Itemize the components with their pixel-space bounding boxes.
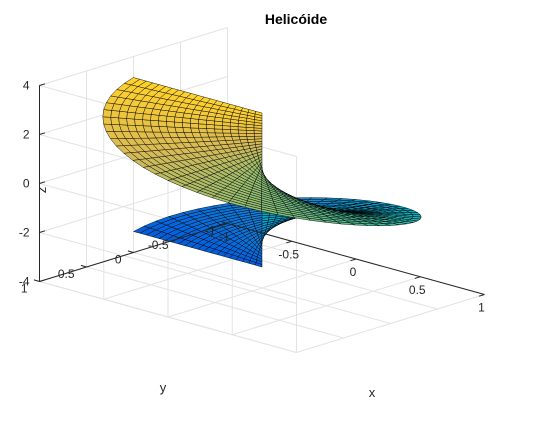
surface-patch (174, 122, 182, 128)
z-tick-label: 2 (23, 128, 30, 142)
surface-patch (230, 130, 238, 134)
z-tick-mark (40, 133, 46, 135)
surface-patch (119, 111, 128, 118)
surface-patch (183, 128, 192, 133)
x-tick-label: 1 (478, 301, 485, 315)
surface-patch (151, 115, 160, 121)
z-tick-mark (40, 231, 46, 233)
y-tick-label: -0.5 (148, 238, 169, 252)
chart-title: Helicóide (265, 11, 327, 27)
z-tick-mark (40, 182, 46, 184)
surface-patch (254, 133, 262, 136)
surface-patch (231, 133, 240, 137)
surface-patch (191, 128, 200, 133)
surface-patch (224, 137, 233, 141)
x-tick-mark (351, 259, 357, 261)
y-tick-label: 0 (115, 253, 122, 267)
surface-patch (135, 119, 144, 126)
surface-patch (246, 133, 254, 136)
surface-patch (127, 119, 136, 126)
surface-patch (103, 117, 112, 125)
x-tick-label: 0 (350, 265, 357, 279)
x-axis-label: x (369, 385, 376, 400)
y-axis-label: y (160, 380, 167, 395)
surface-patch (103, 110, 112, 118)
surface-patch (215, 129, 224, 133)
surface-patch (239, 133, 247, 136)
surface-patch (199, 128, 208, 133)
surface-patch (198, 124, 206, 129)
surface-patch (262, 213, 270, 216)
z-tick-label: 0 (23, 177, 30, 191)
y-tick-mark (34, 280, 40, 282)
surface-patch (127, 112, 136, 119)
z-tick-label: -2 (19, 226, 30, 240)
z-tick-mark (40, 84, 46, 86)
y-tick-mark (81, 265, 87, 267)
x-tick-mark (479, 295, 485, 297)
surface-patch (143, 120, 152, 126)
z-tick-label: -4 (19, 275, 30, 289)
surface-patch (223, 133, 232, 137)
surface-patch (111, 110, 120, 118)
surface-patch (143, 114, 152, 121)
surface-patch (215, 133, 224, 137)
surface-patch (167, 121, 175, 127)
surface-patch (239, 136, 247, 139)
y-tick-label: 0.5 (58, 267, 75, 281)
surface-patch (182, 123, 190, 128)
surface-patch (135, 113, 144, 120)
surface-patch (119, 118, 128, 125)
surface-patch (159, 121, 168, 127)
z-tick-mark (40, 280, 46, 282)
y-tick-mark (128, 251, 134, 253)
x-tick-label: 0.5 (409, 283, 426, 297)
x-tick-label: -0.5 (278, 247, 299, 261)
surface-patch (233, 140, 241, 144)
surface-patch (159, 115, 168, 121)
grid-line (87, 267, 344, 338)
surface-patch (207, 129, 216, 133)
x-tick-mark (415, 277, 421, 279)
surface-patch (151, 120, 159, 126)
surface-patch (247, 136, 255, 139)
x-tick-label: -1 (219, 230, 230, 244)
surface-patch (254, 136, 262, 139)
z-tick-label: 4 (23, 79, 30, 93)
z-axis-label: z (34, 187, 49, 194)
surface-patch (232, 137, 241, 141)
y-tick-label: -1 (205, 224, 216, 238)
surface-patch (111, 117, 120, 124)
surface-patch (247, 139, 255, 142)
x-tick-mark (286, 241, 292, 243)
